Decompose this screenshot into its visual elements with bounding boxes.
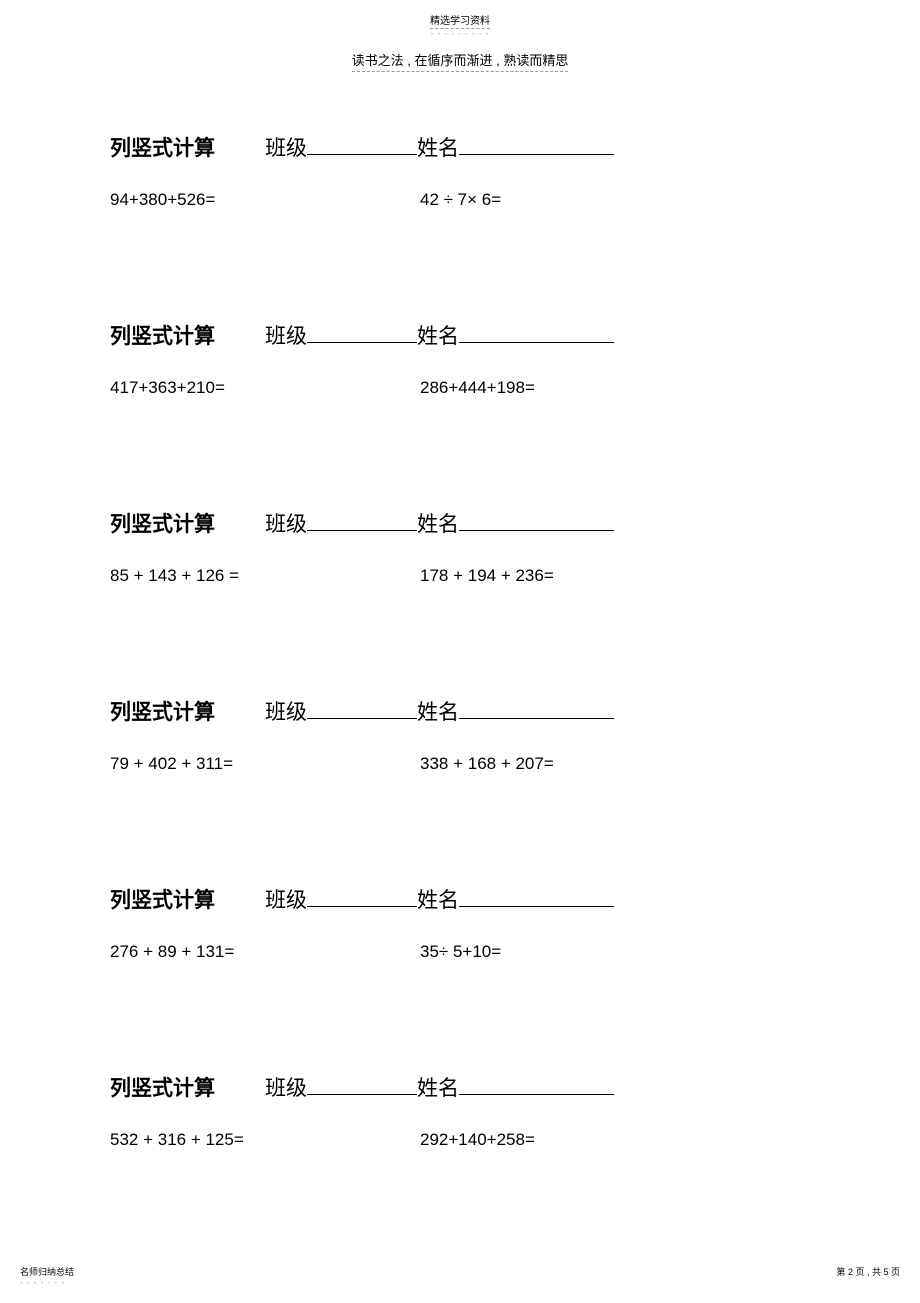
class-label: 班级 xyxy=(265,132,307,162)
class-label: 班级 xyxy=(265,320,307,350)
section-header: 列竖式计算 班级 姓名 xyxy=(110,508,810,538)
footer-left: 名师归纳总结 - - - - - - - xyxy=(20,1265,74,1287)
problems-row: 417+363+210=286+444+198= xyxy=(110,378,810,398)
name-blank[interactable] xyxy=(459,699,614,719)
footer-dots: - - - - - - - xyxy=(20,1278,74,1287)
class-blank[interactable] xyxy=(307,135,417,155)
section-title: 列竖式计算 xyxy=(110,508,215,538)
worksheet-section: 列竖式计算 班级 姓名 276 + 89 + 131=35÷ 5+10= xyxy=(110,884,810,962)
class-blank[interactable] xyxy=(307,1075,417,1095)
problem-right: 42 ÷ 7× 6= xyxy=(390,190,810,210)
section-header: 列竖式计算 班级 姓名 xyxy=(110,1072,810,1102)
problems-row: 79 + 402 + 311=338 + 168 + 207= xyxy=(110,754,810,774)
name-label: 姓名 xyxy=(417,320,459,350)
sub-header: 读书之法 , 在循序而渐进 , 熟读而精思 xyxy=(0,50,920,72)
class-label: 班级 xyxy=(265,1072,307,1102)
footer-right: 第 2 页 , 共 5 页 xyxy=(836,1265,900,1278)
worksheet-section: 列竖式计算 班级 姓名 94+380+526=42 ÷ 7× 6= xyxy=(110,132,810,210)
problems-row: 94+380+526=42 ÷ 7× 6= xyxy=(110,190,810,210)
name-blank[interactable] xyxy=(459,135,614,155)
worksheet-section: 列竖式计算 班级 姓名 532 + 316 + 125=292+140+258= xyxy=(110,1072,810,1150)
page-footer: 名师归纳总结 - - - - - - - 第 2 页 , 共 5 页 xyxy=(0,1265,920,1287)
section-title: 列竖式计算 xyxy=(110,320,215,350)
class-blank[interactable] xyxy=(307,511,417,531)
class-blank[interactable] xyxy=(307,323,417,343)
problem-right: 35÷ 5+10= xyxy=(390,942,810,962)
worksheet-section: 列竖式计算 班级 姓名 79 + 402 + 311=338 + 168 + 207= xyxy=(110,696,810,774)
top-header-text: 精选学习资料 xyxy=(430,12,490,29)
problem-left: 94+380+526= xyxy=(110,190,390,210)
section-title: 列竖式计算 xyxy=(110,132,215,162)
problem-right: 286+444+198= xyxy=(390,378,810,398)
name-blank[interactable] xyxy=(459,511,614,531)
problem-left: 276 + 89 + 131= xyxy=(110,942,390,962)
problem-left: 85 + 143 + 126 = xyxy=(110,566,390,586)
class-blank[interactable] xyxy=(307,699,417,719)
section-header: 列竖式计算 班级 姓名 xyxy=(110,696,810,726)
problem-left: 79 + 402 + 311= xyxy=(110,754,390,774)
footer-right-mid: 页 , 共 xyxy=(853,1267,884,1277)
top-header-dots: - - - - - - - - - xyxy=(0,29,920,38)
class-label: 班级 xyxy=(265,508,307,538)
section-header: 列竖式计算 班级 姓名 xyxy=(110,132,810,162)
section-header: 列竖式计算 班级 姓名 xyxy=(110,320,810,350)
worksheet-section: 列竖式计算 班级 姓名 85 + 143 + 126 =178 + 194 + 236… xyxy=(110,508,810,586)
name-label: 姓名 xyxy=(417,508,459,538)
problem-right: 292+140+258= xyxy=(390,1130,810,1150)
class-label: 班级 xyxy=(265,696,307,726)
problems-row: 276 + 89 + 131=35÷ 5+10= xyxy=(110,942,810,962)
section-title: 列竖式计算 xyxy=(110,1072,215,1102)
problem-right: 178 + 194 + 236= xyxy=(390,566,810,586)
problems-row: 532 + 316 + 125=292+140+258= xyxy=(110,1130,810,1150)
problems-row: 85 + 143 + 126 =178 + 194 + 236= xyxy=(110,566,810,586)
section-title: 列竖式计算 xyxy=(110,696,215,726)
problem-left: 532 + 316 + 125= xyxy=(110,1130,390,1150)
name-label: 姓名 xyxy=(417,696,459,726)
content-area: 列竖式计算班级姓名94+380+526=42 ÷ 7× 6=列竖式计算班级姓名4… xyxy=(0,72,920,1150)
name-blank[interactable] xyxy=(459,1075,614,1095)
worksheet-section: 列竖式计算 班级 姓名 417+363+210=286+444+198= xyxy=(110,320,810,398)
class-label: 班级 xyxy=(265,884,307,914)
problem-right: 338 + 168 + 207= xyxy=(390,754,810,774)
footer-left-text: 名师归纳总结 xyxy=(20,1267,74,1277)
section-header: 列竖式计算 班级 姓名 xyxy=(110,884,810,914)
top-header: 精选学习资料 - - - - - - - - - xyxy=(0,0,920,38)
class-blank[interactable] xyxy=(307,887,417,907)
footer-right-suffix: 页 xyxy=(888,1267,900,1277)
problem-left: 417+363+210= xyxy=(110,378,390,398)
name-blank[interactable] xyxy=(459,887,614,907)
name-label: 姓名 xyxy=(417,884,459,914)
name-label: 姓名 xyxy=(417,132,459,162)
name-label: 姓名 xyxy=(417,1072,459,1102)
name-blank[interactable] xyxy=(459,323,614,343)
sub-header-text: 读书之法 , 在循序而渐进 , 熟读而精思 xyxy=(352,50,569,72)
section-title: 列竖式计算 xyxy=(110,884,215,914)
footer-right-prefix: 第 xyxy=(836,1267,848,1277)
